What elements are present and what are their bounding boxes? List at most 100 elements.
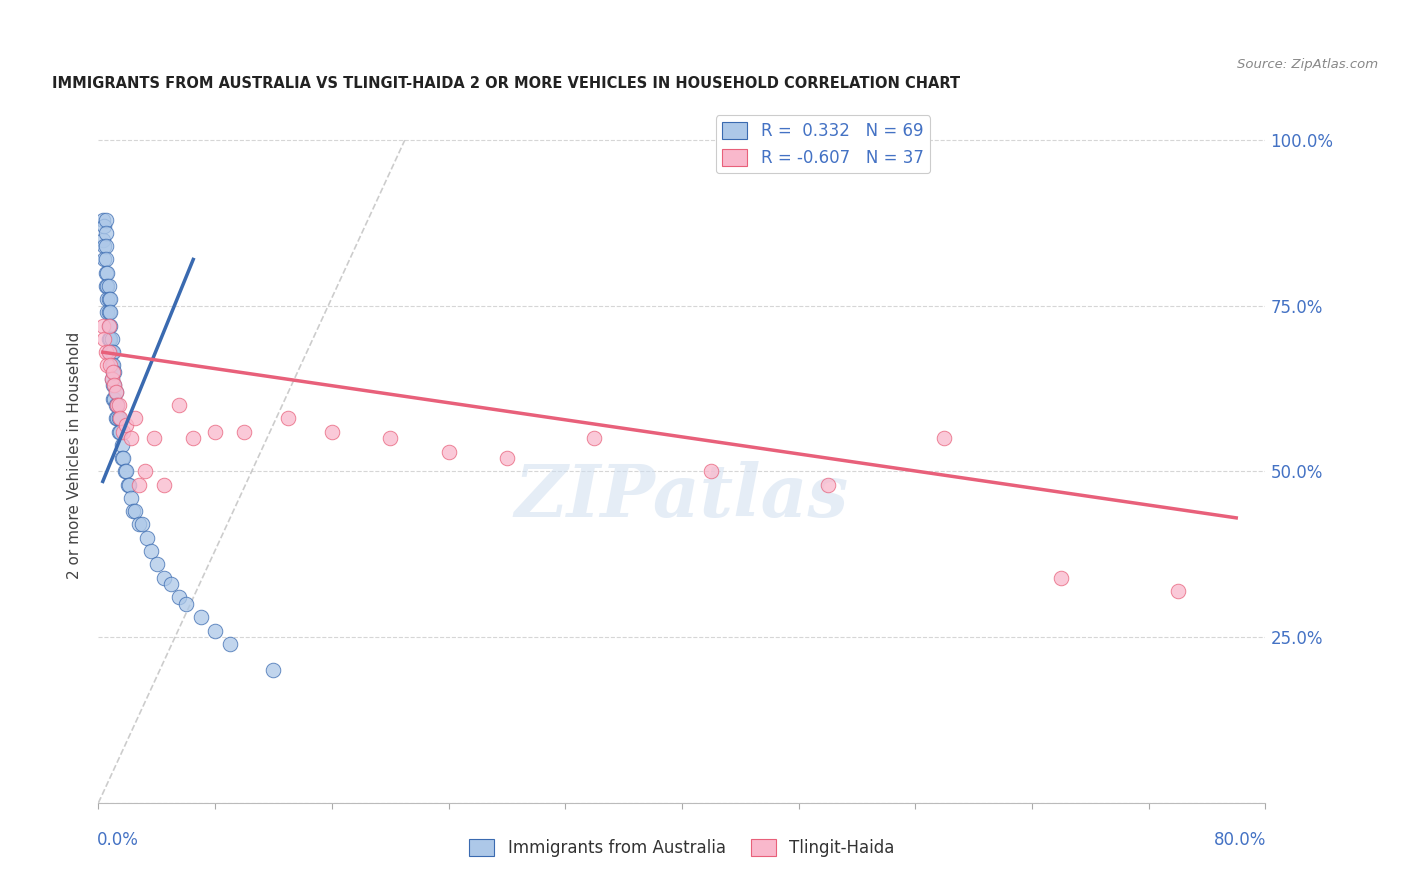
Point <box>100 372 122 386</box>
Point <box>583 431 606 445</box>
Point <box>91 233 114 247</box>
Point <box>204 425 226 439</box>
Point <box>110 425 132 439</box>
Point <box>94 239 117 253</box>
Point <box>233 425 256 439</box>
Point <box>496 451 519 466</box>
Point <box>96 266 118 280</box>
Point <box>135 531 157 545</box>
Point <box>96 305 118 319</box>
Point <box>120 431 142 445</box>
Point <box>93 239 115 253</box>
Point <box>153 477 176 491</box>
Point <box>94 252 117 267</box>
Point <box>98 332 121 346</box>
Point <box>160 577 183 591</box>
Point <box>98 318 121 333</box>
Point <box>104 398 127 412</box>
Point <box>115 418 138 433</box>
Point <box>101 359 124 373</box>
Point <box>96 359 118 373</box>
Point <box>101 378 124 392</box>
Point <box>108 411 131 425</box>
Point <box>114 465 136 479</box>
Point <box>97 305 120 319</box>
Point <box>94 345 117 359</box>
Point <box>98 305 121 319</box>
Point <box>97 318 120 333</box>
Point <box>139 544 162 558</box>
Point <box>93 219 115 234</box>
Point <box>100 372 122 386</box>
Text: ZIPatlas: ZIPatlas <box>515 461 849 533</box>
Point <box>117 477 139 491</box>
Point <box>97 279 120 293</box>
Point <box>124 504 146 518</box>
Text: 0.0%: 0.0% <box>97 830 139 848</box>
Point <box>105 398 128 412</box>
Text: IMMIGRANTS FROM AUSTRALIA VS TLINGIT-HAIDA 2 OR MORE VEHICLES IN HOUSEHOLD CORRE: IMMIGRANTS FROM AUSTRALIA VS TLINGIT-HAI… <box>52 76 960 91</box>
Point <box>96 279 118 293</box>
Point <box>146 558 169 572</box>
Point <box>91 212 114 227</box>
Point <box>380 431 402 445</box>
Point <box>190 610 212 624</box>
Point <box>103 378 125 392</box>
Point <box>97 318 120 333</box>
Point <box>103 365 125 379</box>
Point <box>108 398 131 412</box>
Point <box>98 359 121 373</box>
Point <box>93 332 115 346</box>
Point <box>104 411 127 425</box>
Point <box>128 517 150 532</box>
Point <box>204 624 226 638</box>
Point <box>97 332 120 346</box>
Point <box>105 411 128 425</box>
Point <box>1050 570 1073 584</box>
Legend: Immigrants from Australia, Tlingit-Haida: Immigrants from Australia, Tlingit-Haida <box>463 832 901 864</box>
Point <box>98 345 121 359</box>
Text: 80.0%: 80.0% <box>1215 830 1267 848</box>
Point <box>112 451 135 466</box>
Point <box>112 425 135 439</box>
Point <box>94 279 117 293</box>
Point <box>120 491 142 505</box>
Point <box>128 477 150 491</box>
Point <box>111 438 134 452</box>
Point <box>104 384 127 399</box>
Point <box>103 392 125 406</box>
Point <box>167 591 190 605</box>
Point <box>100 359 122 373</box>
Point <box>108 425 131 439</box>
Point <box>262 663 284 677</box>
Point <box>101 365 124 379</box>
Point <box>94 266 117 280</box>
Point <box>934 431 956 445</box>
Point <box>101 345 124 359</box>
Point <box>98 292 121 306</box>
Point <box>118 477 141 491</box>
Y-axis label: 2 or more Vehicles in Household: 2 or more Vehicles in Household <box>67 331 83 579</box>
Point <box>167 398 190 412</box>
Point <box>1167 583 1189 598</box>
Point <box>181 431 204 445</box>
Point <box>218 637 240 651</box>
Point <box>700 465 723 479</box>
Point <box>277 411 299 425</box>
Point <box>103 378 125 392</box>
Point <box>174 597 197 611</box>
Point <box>100 332 122 346</box>
Text: Source: ZipAtlas.com: Source: ZipAtlas.com <box>1237 58 1378 71</box>
Point <box>131 517 153 532</box>
Point <box>134 465 156 479</box>
Point <box>93 252 115 267</box>
Point <box>111 451 134 466</box>
Point <box>142 431 165 445</box>
Point <box>101 392 124 406</box>
Point <box>101 365 124 379</box>
Point <box>115 465 138 479</box>
Point <box>437 444 460 458</box>
Point <box>97 292 120 306</box>
Point <box>321 425 343 439</box>
Point <box>105 398 128 412</box>
